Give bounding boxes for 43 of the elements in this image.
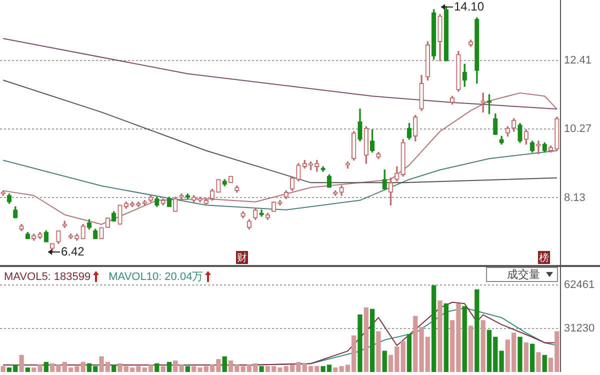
- bar: [19, 354, 24, 372]
- bar: [160, 366, 166, 372]
- bar: [382, 350, 387, 372]
- text: MAVOL10: 20.04万: [108, 270, 204, 284]
- bar: [536, 352, 541, 372]
- candlestick: [536, 140, 541, 154]
- bar: [406, 334, 412, 372]
- bar: [480, 320, 486, 372]
- text: MAVOL5: 183599: [4, 270, 91, 282]
- annotation: 财: [236, 251, 248, 264]
- y-tick-label: 12.41: [564, 54, 592, 67]
- bar: [358, 314, 362, 372]
- bar: [0, 366, 6, 372]
- bar: [462, 306, 467, 372]
- bar: [524, 342, 528, 372]
- bar: [185, 366, 190, 372]
- bar: [364, 308, 368, 372]
- y-tick-label: 10.27: [564, 123, 592, 136]
- bar: [370, 308, 375, 372]
- bar: [438, 300, 442, 372]
- bar: [376, 331, 381, 372]
- bar: [468, 326, 474, 372]
- bar: [112, 364, 116, 372]
- bar: [530, 344, 535, 372]
- annotation: 榜: [538, 251, 550, 264]
- bar: [444, 303, 448, 372]
- bar: [25, 367, 30, 372]
- bar: [154, 363, 160, 372]
- dropdown: 成交量: [486, 267, 558, 282]
- y-tick-label: 8.13: [564, 192, 586, 204]
- annotation: 6.42: [61, 244, 85, 258]
- bar: [259, 366, 264, 372]
- bar: [518, 336, 522, 372]
- y-tick-label: 31230: [564, 322, 595, 334]
- bar: [542, 354, 547, 372]
- bar: [474, 289, 480, 372]
- annotation: 14.10: [454, 0, 484, 14]
- bar: [432, 285, 436, 372]
- bar: [44, 362, 48, 372]
- bar: [222, 356, 227, 372]
- bar: [166, 362, 172, 372]
- annotation: 成交量: [507, 268, 540, 282]
- y-tick-label: 62461: [564, 278, 595, 291]
